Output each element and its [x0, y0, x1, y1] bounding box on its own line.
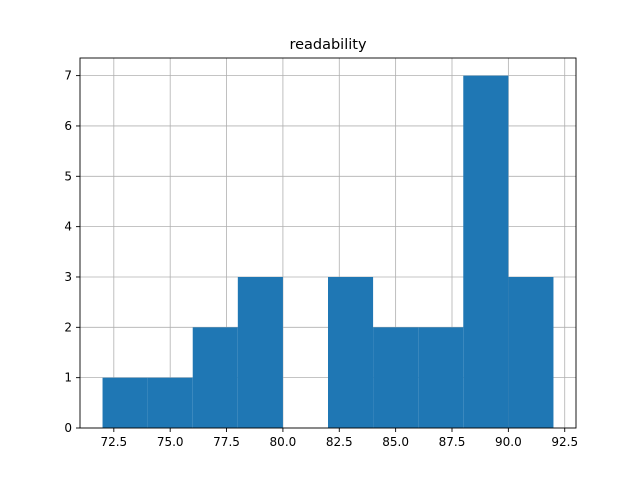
histogram-bar: [328, 276, 374, 428]
x-tick-label: 75.0: [157, 435, 184, 449]
histogram-bar: [102, 377, 148, 428]
histogram-bar: [463, 75, 509, 428]
x-tick-label: 92.5: [551, 435, 578, 449]
plot-frame: [79, 57, 577, 429]
histogram-bar: [237, 276, 283, 428]
histogram-bar: [508, 276, 554, 428]
x-tick-label: 82.5: [326, 435, 353, 449]
y-tick-label: 3: [64, 270, 72, 284]
y-tick-label: 2: [64, 320, 72, 334]
histogram-bars: [102, 75, 554, 428]
x-tick-label: 85.0: [382, 435, 409, 449]
x-tick-label: 80.0: [270, 435, 297, 449]
y-tick-label: 6: [64, 119, 72, 133]
y-tick-label: 7: [64, 69, 72, 83]
y-tick-label: 4: [64, 220, 72, 234]
x-tick-label: 72.5: [100, 435, 127, 449]
histogram-bar: [418, 327, 464, 428]
x-tick-label: 87.5: [439, 435, 466, 449]
y-axis-ticks: 0 1 2 3 4 5 6 7: [64, 69, 80, 435]
histogram-bar: [373, 327, 419, 428]
x-axis-ticks: 72.5 75.0 77.5 80.0 82.5 85.0 87.5 90.0 92.5: [100, 428, 578, 449]
x-tick-label: 90.0: [495, 435, 522, 449]
y-tick-label: 5: [64, 169, 72, 183]
chart-title: readability: [289, 37, 367, 53]
y-tick-label: 1: [64, 371, 72, 385]
y-tick-label: 0: [64, 421, 72, 435]
x-tick-label: 77.5: [213, 435, 240, 449]
histogram-bar: [192, 327, 238, 428]
histogram-bar: [147, 377, 193, 428]
